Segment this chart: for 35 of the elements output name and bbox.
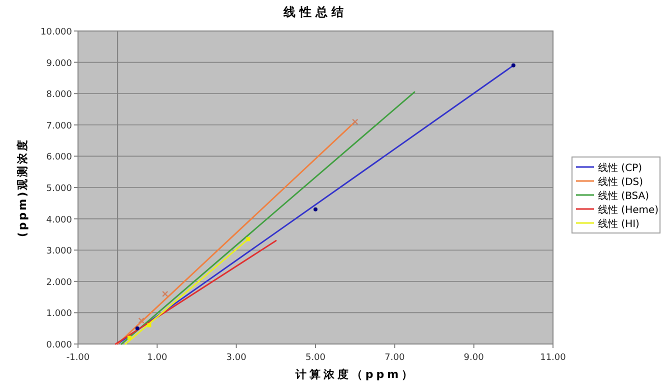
- y-tick-label: 7.000: [46, 121, 72, 132]
- point: [127, 336, 132, 340]
- point: [135, 326, 140, 330]
- y-tick-label: 0.000: [46, 340, 72, 350]
- x-tick-label: 5.00: [305, 353, 326, 363]
- y-tick-label: 10.000: [40, 28, 72, 38]
- x-tick-label: -1.00: [66, 353, 90, 363]
- point: [138, 317, 144, 324]
- legend-label: 线性 (HI): [598, 218, 640, 230]
- chart-title: 线性总结: [282, 5, 348, 19]
- x-tick-label: 9.00: [464, 353, 484, 363]
- point: [246, 237, 250, 242]
- y-tick-label: 2.000: [46, 278, 72, 288]
- y-axis-title: (ppm)观测浓度: [16, 138, 29, 238]
- point: [162, 290, 168, 298]
- x-tick-label: 1.00: [147, 353, 168, 363]
- y-tick-label: 8.000: [46, 90, 72, 100]
- y-tick-label: 1.000: [46, 309, 72, 320]
- point: [511, 63, 516, 68]
- legend-label: 线性 (DS): [598, 176, 644, 188]
- point: [147, 323, 152, 328]
- x-tick-label: 7.00: [384, 353, 405, 363]
- point: [352, 118, 358, 125]
- y-tick-label: 5.000: [46, 184, 72, 194]
- point: [314, 207, 318, 212]
- legend-label: 线性 (Heme): [598, 204, 659, 216]
- x-axis-title: 计算浓度（ppm）: [294, 368, 416, 381]
- y-tick-label: 9.000: [46, 58, 72, 69]
- y-tick-label: 6.000: [46, 152, 72, 163]
- x-tick-label: 11.00: [540, 353, 566, 363]
- legend-label: 线性 (CP): [598, 162, 642, 174]
- y-tick-label: 4.000: [46, 215, 72, 226]
- x-tick-label: 3.00: [226, 353, 247, 363]
- legend-label: 线性 (BSA): [598, 190, 650, 202]
- y-tick-label: 3.000: [46, 246, 72, 257]
